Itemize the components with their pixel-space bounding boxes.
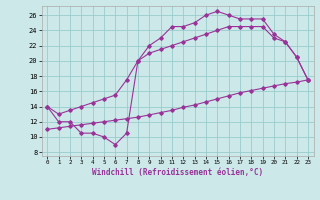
X-axis label: Windchill (Refroidissement éolien,°C): Windchill (Refroidissement éolien,°C) — [92, 168, 263, 177]
